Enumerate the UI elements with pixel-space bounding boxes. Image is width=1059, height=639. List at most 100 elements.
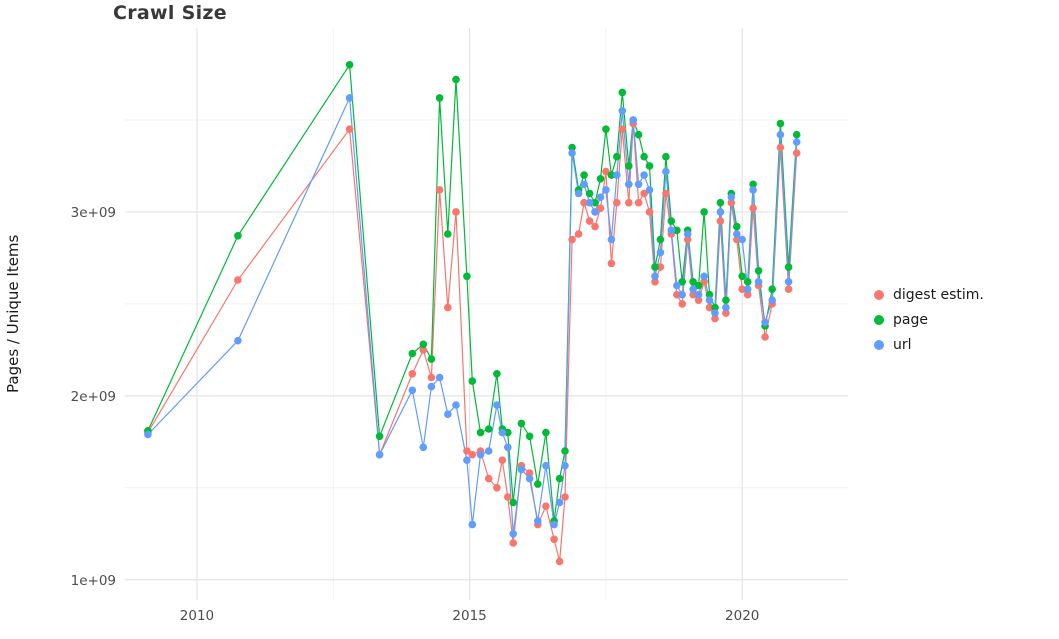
series-point-digest-estim- <box>561 493 569 501</box>
series-point-digest-estim- <box>525 469 534 477</box>
series-point-page <box>754 267 763 275</box>
series-point-url <box>711 309 719 317</box>
series-point-url <box>444 410 452 419</box>
series-point-page <box>694 281 703 290</box>
series-point-url <box>555 498 564 507</box>
series-point-page <box>640 152 648 161</box>
series-point-digest-estim- <box>419 346 428 354</box>
series-point-url <box>591 208 599 216</box>
legend-key-page-icon <box>874 315 884 325</box>
series-point-digest-estim- <box>705 303 714 312</box>
series-point-url <box>640 171 648 179</box>
series-point-url <box>662 167 670 176</box>
series-point-url <box>733 230 741 238</box>
series-point-page <box>504 428 512 437</box>
series-point-digest-estim- <box>673 290 681 299</box>
series-point-digest-estim- <box>542 502 550 511</box>
series-point-digest-estim- <box>727 198 736 207</box>
series-point-page <box>525 432 534 441</box>
series-point-page <box>534 480 542 488</box>
series-point-page <box>463 272 471 281</box>
series-point-page <box>509 498 517 507</box>
series-point-url <box>596 193 605 201</box>
legend-item-page: page <box>874 312 984 328</box>
series-point-digest-estim- <box>408 370 417 378</box>
series-point-url <box>716 208 725 216</box>
series-point-digest-estim- <box>345 125 354 133</box>
series-point-url <box>580 180 588 189</box>
series-point-digest-estim- <box>463 447 471 455</box>
series-point-url <box>727 193 736 201</box>
series-point-digest-estim- <box>504 493 512 501</box>
series-point-url <box>738 235 746 244</box>
series-point-digest-estim- <box>700 278 708 286</box>
series-point-url <box>504 443 512 452</box>
series-point-digest-estim- <box>722 309 730 317</box>
legend-label-url: url <box>893 337 912 353</box>
series-point-page <box>678 278 686 286</box>
series-point-url <box>613 171 621 179</box>
series-point-page <box>651 263 659 271</box>
series-point-page <box>427 355 436 363</box>
series-point-url <box>607 235 616 244</box>
series-point-url <box>493 401 501 409</box>
series-point-digest-estim- <box>493 484 501 492</box>
series-point-url <box>568 149 576 157</box>
series-point-digest-estim- <box>607 259 616 268</box>
series-point-digest-estim- <box>651 278 659 286</box>
series-point-digest-estim- <box>733 235 741 244</box>
series-point-page <box>792 130 801 139</box>
series-point-url <box>618 107 627 115</box>
series-point-page <box>408 349 417 358</box>
x-tick-label: 2010 <box>180 608 214 624</box>
series-point-url <box>602 186 610 194</box>
series-point-digest-estim- <box>591 222 599 231</box>
series-point-digest-estim- <box>550 535 558 544</box>
series-point-page <box>419 340 428 349</box>
series-point-digest-estim- <box>683 235 692 244</box>
y-tick-label: 3e+09 <box>71 205 116 221</box>
legend-label-digest-estim: digest estim. <box>893 287 984 303</box>
series-point-page <box>784 263 793 271</box>
series-point-url <box>700 272 708 281</box>
series-point-digest-estim- <box>444 303 452 312</box>
series-point-page <box>673 226 681 235</box>
series-point-page <box>662 152 670 161</box>
series-point-digest-estim- <box>234 276 242 284</box>
series-point-page <box>656 235 665 244</box>
series-point-digest-estim- <box>585 217 594 225</box>
series-point-page <box>452 75 460 84</box>
series-point-page <box>749 180 757 189</box>
series-point-url <box>754 278 763 286</box>
series-point-url <box>498 428 507 437</box>
series-point-page <box>743 278 752 286</box>
series-point-page <box>591 198 599 207</box>
series-point-digest-estim- <box>509 539 517 547</box>
series-point-digest-estim- <box>761 333 769 341</box>
series-point-url <box>435 373 444 382</box>
series-point-url <box>743 285 752 294</box>
legend: digest estim. page url <box>874 287 984 353</box>
series-point-page <box>738 272 746 281</box>
series-point-digest-estim- <box>634 198 643 207</box>
series-point-url <box>468 520 477 529</box>
series-point-url <box>408 386 417 395</box>
series-point-url <box>784 278 793 286</box>
series-point-url <box>694 290 703 299</box>
series-point-url <box>463 456 471 465</box>
series-point-page <box>468 377 477 385</box>
series-point-url <box>509 530 517 538</box>
series-point-url <box>625 180 633 189</box>
series-point-url <box>525 474 534 483</box>
series-point-url <box>585 198 594 207</box>
series-point-page <box>484 425 493 433</box>
series-point-url <box>667 226 676 235</box>
x-tick-label: 2015 <box>452 608 486 624</box>
series-point-digest-estim- <box>596 204 605 212</box>
series-point-page <box>602 125 610 133</box>
series-point-page <box>444 230 452 238</box>
series-point-page <box>625 162 633 170</box>
series-point-digest-estim- <box>749 204 757 212</box>
